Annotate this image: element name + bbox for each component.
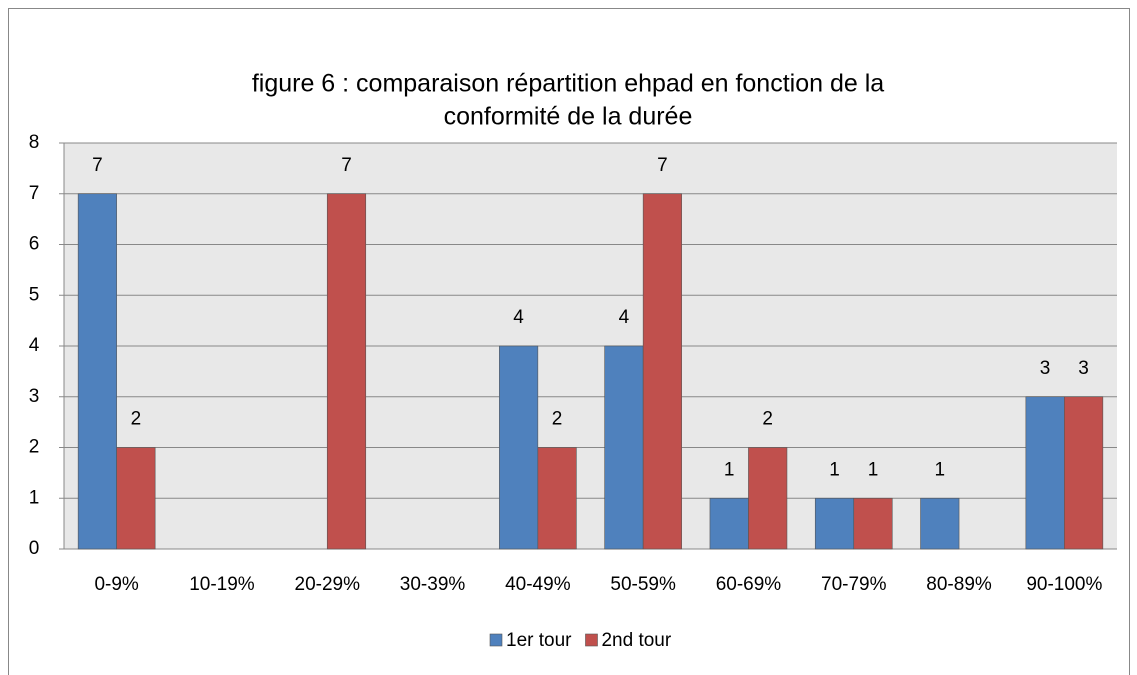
x-tick-label: 70-79% <box>821 574 887 595</box>
y-tick-label: 6 <box>29 234 40 255</box>
data-label: 1 <box>868 459 879 480</box>
y-tick-label: 8 <box>29 132 40 153</box>
x-tick-label: 0-9% <box>94 574 138 595</box>
bar <box>77 193 117 550</box>
x-tick-label: 20-29% <box>295 574 361 595</box>
data-label: 1 <box>829 459 840 480</box>
x-tick-label: 40-49% <box>505 574 571 595</box>
legend-label: 1er tour <box>506 630 572 651</box>
data-label: 3 <box>1078 358 1089 379</box>
x-tick-label: 60-69% <box>716 574 782 595</box>
bar <box>604 345 644 550</box>
bar <box>814 497 855 550</box>
bar <box>709 497 749 550</box>
data-label: 2 <box>131 409 142 430</box>
legend-label: 2nd tour <box>601 630 671 651</box>
bar <box>748 447 788 550</box>
chart-title: conformité de la durée <box>444 103 693 131</box>
x-tick-label: 50-59% <box>610 574 676 595</box>
legend-swatch <box>585 633 598 647</box>
data-label: 1 <box>724 459 735 480</box>
x-tick-label: 90-100% <box>1026 574 1102 595</box>
bar <box>642 193 682 550</box>
bar <box>1025 396 1065 550</box>
y-tick-label: 1 <box>29 487 40 508</box>
data-label: 1 <box>935 459 946 480</box>
chart-title: figure 6 : comparaison répartition ehpad… <box>252 70 884 98</box>
data-label: 2 <box>552 409 563 430</box>
data-label: 7 <box>92 155 103 176</box>
bar <box>499 345 539 550</box>
legend-swatch <box>489 633 503 647</box>
data-label: 7 <box>341 155 352 176</box>
x-tick-label: 80-89% <box>926 574 992 595</box>
y-tick-label: 7 <box>29 183 40 204</box>
data-label: 4 <box>513 307 524 328</box>
x-tick-label: 30-39% <box>400 574 466 595</box>
data-label: 2 <box>762 409 773 430</box>
y-tick-label: 5 <box>29 284 40 305</box>
bar <box>853 497 893 550</box>
x-tick-label: 10-19% <box>189 574 255 595</box>
bar <box>537 447 577 550</box>
data-label: 3 <box>1040 358 1051 379</box>
bar <box>116 447 156 550</box>
bar <box>920 497 960 550</box>
y-tick-label: 0 <box>29 538 40 559</box>
data-label: 7 <box>657 155 668 176</box>
bar <box>326 193 367 550</box>
y-tick-label: 2 <box>29 437 40 458</box>
data-label: 4 <box>619 307 630 328</box>
y-tick-label: 3 <box>29 386 40 407</box>
bar <box>1064 396 1104 550</box>
y-tick-label: 4 <box>29 335 40 356</box>
